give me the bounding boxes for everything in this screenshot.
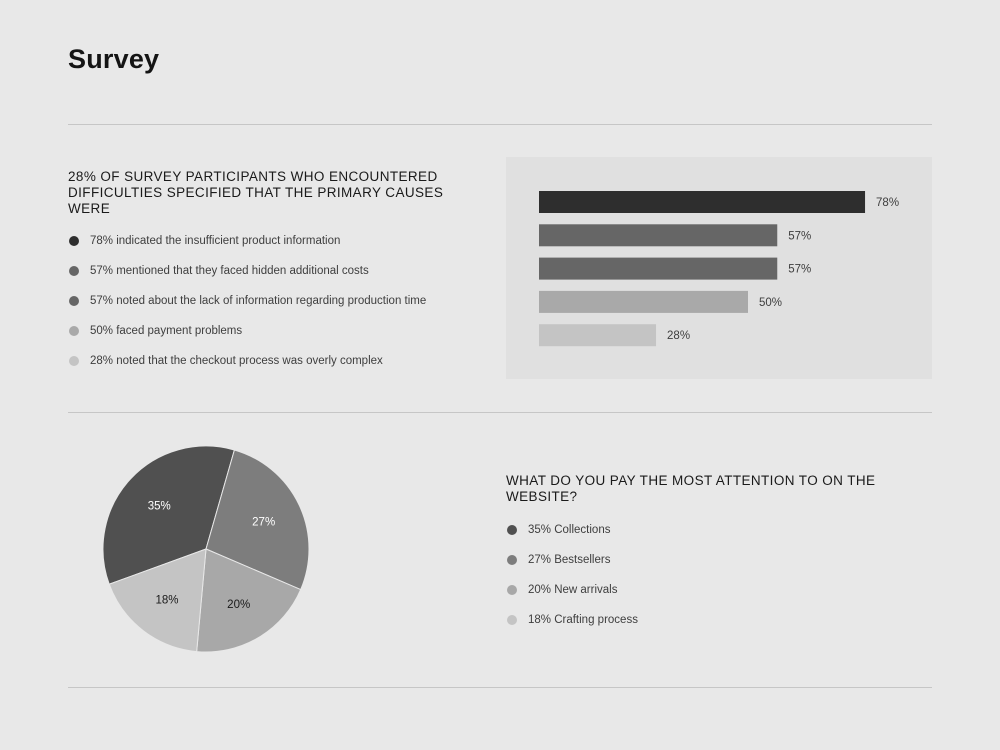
pie-slice-label: 35% [148, 500, 171, 512]
bar [539, 290, 748, 313]
causes-legend-item-label: 50% faced payment problems [90, 325, 243, 337]
attention-legend-item: 35% Collections [507, 515, 638, 545]
divider-top [68, 124, 932, 125]
causes-legend-item: 50% faced payment problems [69, 316, 426, 346]
pie-slice-label: 18% [156, 595, 179, 607]
legend-dot-icon [507, 615, 517, 625]
attention-heading: WHAT DO YOU PAY THE MOST ATTENTION TO ON… [506, 473, 876, 504]
legend-dot-icon [69, 296, 79, 306]
page-title: Survey [68, 44, 160, 74]
causes-legend-item-label: 78% indicated the insufficient product i… [90, 235, 341, 247]
legend-dot-icon [507, 525, 517, 535]
bar-data-label: 28% [667, 330, 690, 342]
causes-heading: 28% OF SURVEY PARTICIPANTS WHO ENCOUNTER… [68, 169, 444, 216]
causes-legend: 78% indicated the insufficient product i… [69, 226, 426, 376]
legend-dot-icon [507, 585, 517, 595]
attention-legend: 35% Collections 27% Bestsellers 20% New ar… [507, 515, 638, 635]
attention-legend-item: 20% New arrivals [507, 575, 638, 605]
divider-middle [68, 412, 932, 413]
pie-slice [196, 548, 302, 653]
legend-dot-icon [69, 326, 79, 336]
causes-legend-item-label: 28% noted that the checkout process was … [90, 355, 383, 367]
bar-chart-panel: 78% 57% 57% 50% 28% [506, 157, 932, 379]
bar-chart: 78% 57% 57% 50% 28% [539, 191, 899, 347]
pie-slice [102, 445, 236, 585]
attention-legend-item-label: 27% Bestsellers [528, 554, 611, 566]
bar [539, 191, 866, 213]
divider-bottom [68, 687, 932, 688]
causes-legend-item-label: 57% noted about the lack of information … [90, 295, 427, 307]
causes-legend-item: 28% noted that the checkout process was … [69, 346, 426, 376]
causes-legend-item-label: 57% mentioned that they faced hidden add… [90, 265, 369, 277]
legend-dot-icon [69, 266, 79, 276]
pie-slice [108, 548, 207, 653]
bar-data-label: 57% [788, 264, 811, 276]
bar [539, 224, 778, 247]
attention-legend-item: 18% Crafting process [507, 605, 638, 635]
pie-slice-label: 27% [252, 517, 275, 529]
causes-legend-item: 57% noted about the lack of information … [69, 286, 426, 316]
legend-dot-icon [507, 555, 517, 565]
bar-data-label: 50% [759, 297, 782, 309]
bar-data-label: 57% [788, 230, 811, 242]
legend-dot-icon [69, 356, 79, 366]
legend-dot-icon [69, 236, 79, 246]
attention-legend-item-label: 20% New arrivals [528, 584, 618, 596]
causes-legend-item: 57% mentioned that they faced hidden add… [69, 256, 426, 286]
pie-chart: 35% 27% 20% 18% [102, 445, 310, 653]
attention-legend-item: 27% Bestsellers [507, 545, 638, 575]
attention-legend-item-label: 35% Collections [528, 524, 611, 536]
bar [539, 324, 657, 347]
attention-legend-item-label: 18% Crafting process [528, 614, 638, 626]
pie-slice-label: 20% [227, 599, 250, 611]
bar [539, 257, 778, 280]
pie-slice [205, 449, 310, 591]
bar-data-label: 78% [876, 197, 899, 209]
causes-legend-item: 78% indicated the insufficient product i… [69, 226, 426, 256]
